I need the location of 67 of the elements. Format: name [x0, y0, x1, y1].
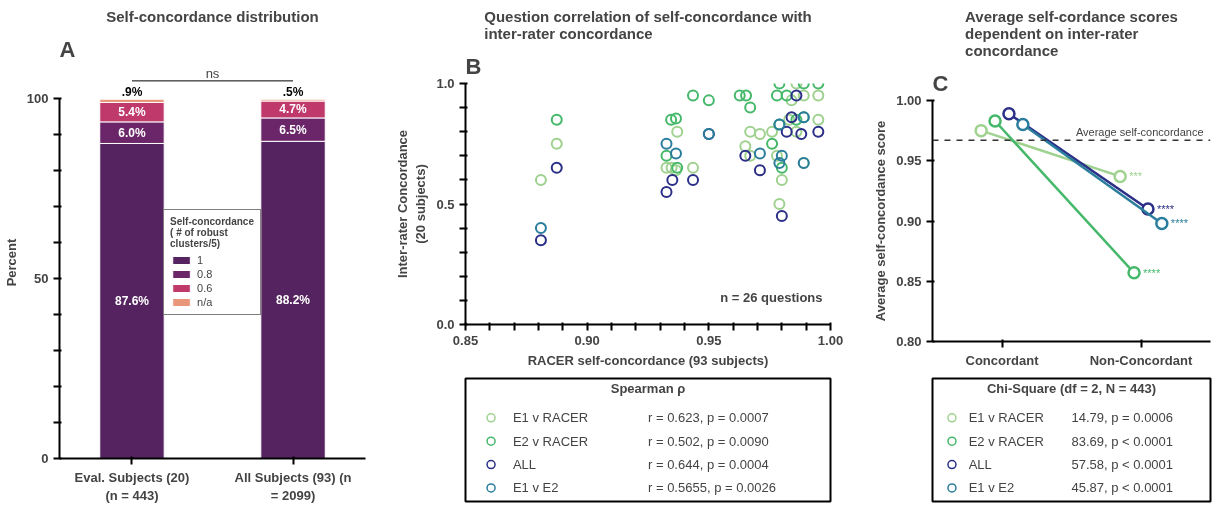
annotation: n = 26 questions	[720, 289, 823, 305]
data-label: 6.0%	[118, 125, 146, 140]
data-label: 88.2%	[276, 292, 311, 307]
x-tick-label: 0.90	[574, 332, 600, 348]
legend-label: n/a	[197, 296, 214, 308]
text: 14.79, p = 0.0006	[1071, 410, 1174, 426]
y-tick-label: 1.0	[436, 76, 455, 91]
legend-label: E2 v RACER	[512, 433, 589, 449]
y-tick-label: 0.90	[896, 213, 922, 229]
annotation: ****	[1170, 217, 1189, 230]
y-axis-title: Percent	[3, 237, 19, 287]
text: r = 0.5655, p = 0.0026	[648, 480, 776, 496]
text: r = 0.623, p = 0.0007	[648, 410, 769, 426]
y-axis-title: Average self-concordance score	[873, 120, 889, 322]
data-label: 5.4%	[118, 105, 146, 120]
legend-label: E1 v RACER	[968, 410, 1044, 426]
x-tick-label: All Subjects (93) (n = 2099)	[234, 469, 352, 503]
data-label: .9%	[121, 85, 143, 100]
text: B	[465, 53, 482, 79]
text: ns	[205, 65, 220, 81]
legend-label: E1 v E2	[512, 480, 559, 496]
text: r = 0.502, p = 0.0090	[648, 433, 769, 449]
x-tick-label: Concordant	[965, 352, 1040, 368]
text: C	[932, 70, 949, 96]
y-tick-label: 0.95	[896, 153, 922, 169]
x-axis-title: RACER self-concordance (93 subjects)	[527, 352, 769, 368]
legend-title: Spearman ρ	[610, 380, 686, 396]
legend-label: E1 v RACER	[512, 410, 589, 426]
text: A	[59, 36, 76, 62]
text: r = 0.644, p = 0.0004	[648, 457, 769, 473]
x-tick-label: Non-Concordant	[1089, 352, 1193, 368]
data-label: 6.5%	[279, 122, 308, 137]
x-tick-label: 0.85	[452, 332, 479, 348]
text: 83.69, p < 0.0001	[1071, 433, 1174, 449]
legend-label: 1	[197, 254, 205, 266]
data-label: 87.6%	[114, 293, 150, 308]
legend-label: ALL	[968, 457, 992, 473]
y-tick-label: 0.80	[896, 334, 922, 349]
chart-title: Average self-cordance scores dependent on inter-rater concordance	[965, 7, 1178, 59]
y-tick-label: 0.0	[436, 317, 455, 332]
legend-label: E2 v RACER	[968, 433, 1044, 449]
chart-title: Self-concordance distribution	[106, 7, 319, 25]
y-axis-title: Inter-rater Concordance (20 subjects)	[395, 129, 429, 279]
legend-title: Chi-Square (df = 2, N = 443)	[986, 380, 1157, 396]
y-tick-label: 50	[34, 271, 49, 287]
y-tick-label: 0	[41, 451, 49, 466]
x-tick-label: Eval. Subjects (20) (n = 443)	[74, 469, 190, 503]
text: 57.58, p < 0.0001	[1071, 457, 1174, 473]
y-tick-label: 0.5	[436, 196, 455, 212]
data-label: .5%	[282, 85, 304, 100]
annotation: ****	[1143, 266, 1161, 279]
legend-label: 0.6	[197, 282, 214, 294]
annotation: ***	[1129, 170, 1143, 183]
y-tick-label: 0.85	[896, 273, 922, 289]
y-tick-label: 1.00	[896, 93, 922, 108]
legend-label: ALL	[512, 457, 537, 473]
text: 45.87, p < 0.0001	[1071, 480, 1174, 496]
chart-title: Question correlation of self-concordance with inter-rater concordance	[484, 7, 812, 42]
legend-label: E1 v E2	[968, 480, 1015, 496]
legend-title: Self-concordance ( # of robust clusters/5)	[170, 216, 254, 249]
annotation: ****	[1156, 202, 1175, 215]
ref-line-label: Average self-concordance	[1075, 126, 1204, 139]
data-label: 4.7%	[279, 102, 308, 117]
y-tick-label: 100	[26, 91, 49, 107]
x-tick-label: 1.00	[817, 332, 844, 348]
x-tick-label: 0.95	[696, 332, 722, 348]
legend-label: 0.8	[197, 268, 214, 280]
